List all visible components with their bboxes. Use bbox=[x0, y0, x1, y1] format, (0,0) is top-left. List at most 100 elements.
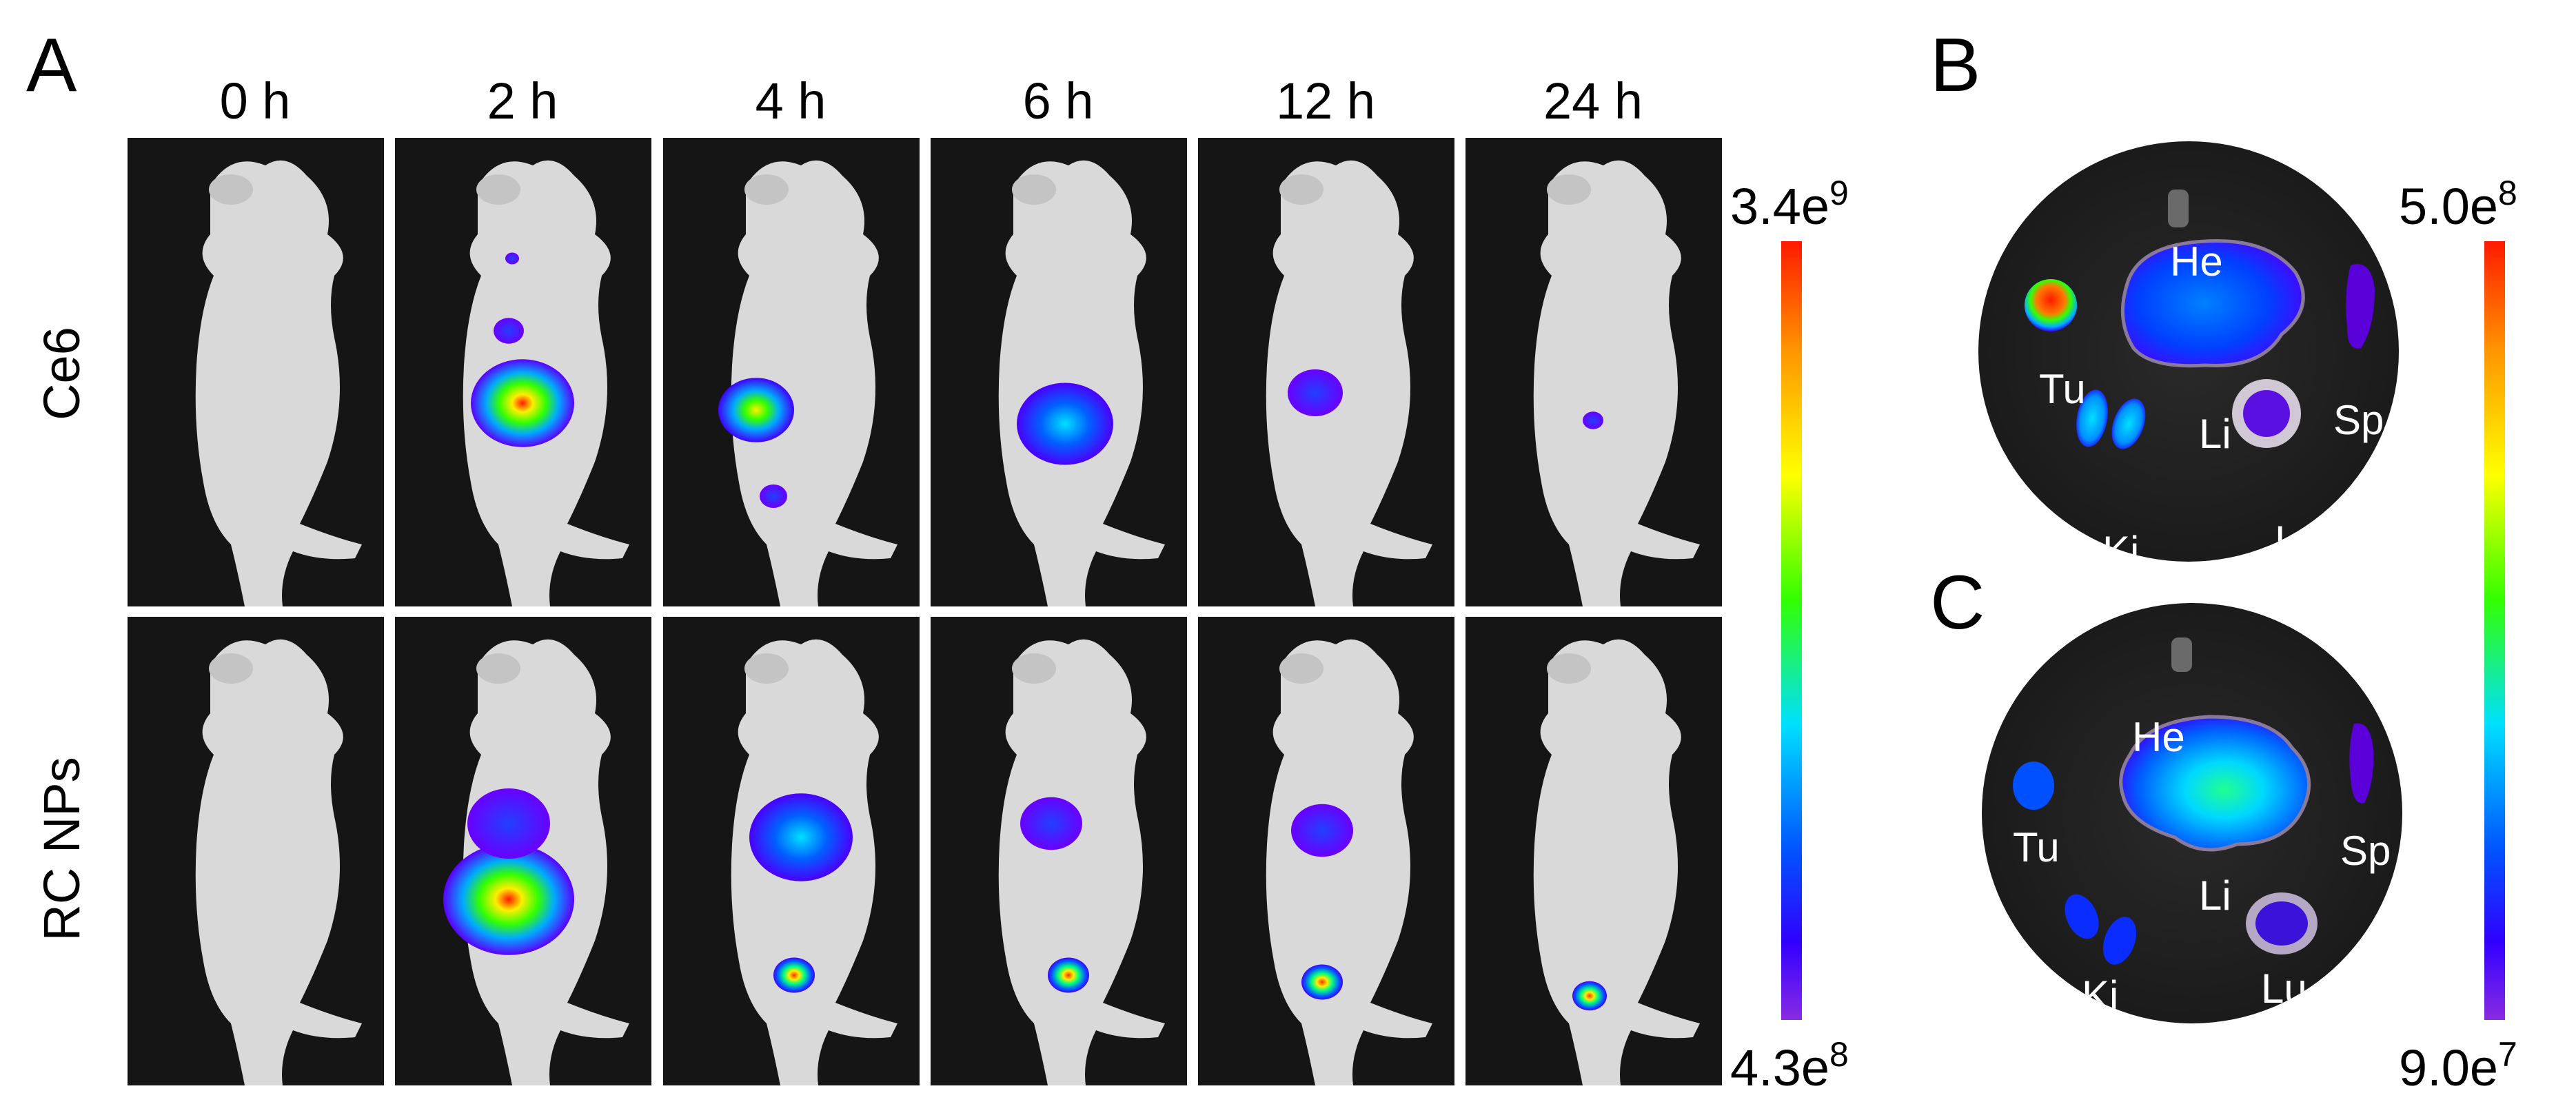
time-label-2h: 2 h bbox=[487, 72, 558, 130]
mouse-image-tile bbox=[931, 138, 1187, 606]
mouse-image-tile bbox=[1466, 138, 1722, 606]
mouse-image bbox=[1266, 160, 1432, 606]
organ-scale-min-mantissa: 9.0e bbox=[2399, 1039, 2499, 1096]
organ-scale-min: 9.0e7 bbox=[2399, 1037, 2517, 1094]
mouse-image-tile bbox=[395, 138, 651, 606]
fluorescence-signal bbox=[1048, 957, 1089, 993]
mouse-ear bbox=[1012, 174, 1056, 205]
fluorescence-signal bbox=[1288, 369, 1343, 416]
mouse-ear bbox=[1547, 653, 1591, 684]
kidney-signal-1 bbox=[2076, 389, 2108, 447]
lung-signal bbox=[2255, 901, 2308, 946]
mouse-ear bbox=[476, 174, 520, 205]
kidney-signal-1 bbox=[2065, 894, 2099, 939]
mouse-ear bbox=[1547, 174, 1591, 205]
mouse-ear bbox=[744, 653, 789, 684]
row-label-ce6: Ce6 bbox=[33, 327, 90, 420]
mouse-image-tile bbox=[395, 617, 651, 1085]
mouse-ear bbox=[1012, 653, 1056, 684]
organ-dish-c: He Tu Li Sp Ki Lu bbox=[1982, 603, 2402, 1023]
mouse-image-tile bbox=[663, 138, 920, 606]
marker bbox=[2171, 637, 2192, 672]
organ-color-scale bbox=[2484, 241, 2505, 1020]
organ-label-ki: Ki bbox=[2102, 528, 2140, 562]
lung-signal bbox=[2243, 390, 2290, 437]
spleen-signal bbox=[2346, 264, 2375, 349]
organ-label-he: He bbox=[2170, 238, 2223, 285]
mouse-image-tile bbox=[128, 138, 384, 606]
panel-a-scale-max-mantissa: 3.4e bbox=[1730, 178, 1830, 235]
tumor-signal bbox=[2025, 279, 2077, 331]
liver-signal bbox=[2119, 715, 2311, 852]
time-label-6h: 6 h bbox=[1022, 72, 1094, 130]
mouse-body bbox=[1266, 639, 1432, 1085]
mouse-image bbox=[998, 160, 1165, 606]
fluorescence-signal bbox=[505, 252, 519, 265]
panel-b-label: B bbox=[1930, 23, 1981, 108]
organ-scale-min-exponent: 7 bbox=[2498, 1035, 2517, 1074]
mouse-body bbox=[195, 160, 362, 606]
panel-a-scale-min: 4.3e8 bbox=[1730, 1037, 1849, 1094]
fluorescence-signal bbox=[760, 484, 787, 508]
organ-dish-b-image bbox=[2025, 190, 2375, 449]
organ-dish-b: He Tu Li Sp Ki Lu bbox=[1978, 141, 2399, 562]
organ-label-tu: Tu bbox=[2013, 824, 2060, 870]
mouse-image-tile bbox=[128, 617, 384, 1085]
mouse-image bbox=[195, 639, 362, 1085]
mouse-image bbox=[1533, 639, 1700, 1085]
time-label-4h: 4 h bbox=[755, 72, 826, 130]
mouse-image bbox=[443, 639, 629, 1085]
fluorescence-signal bbox=[494, 318, 524, 344]
mouse-body bbox=[998, 639, 1165, 1085]
fluorescence-signal bbox=[1301, 964, 1343, 1000]
mouse-body bbox=[998, 160, 1165, 606]
mouse-ear bbox=[744, 174, 789, 205]
organ-scale-max-exponent: 8 bbox=[2498, 174, 2517, 212]
kidney-signal-2 bbox=[2102, 917, 2137, 965]
panel-a-scale-min-mantissa: 4.3e bbox=[1730, 1039, 1830, 1096]
organ-label-sp: Sp bbox=[2333, 397, 2384, 443]
mouse-body bbox=[1266, 160, 1432, 606]
mouse-image-tile bbox=[1466, 617, 1722, 1085]
mouse-image bbox=[1533, 160, 1700, 606]
mouse-image-tile bbox=[1198, 617, 1454, 1085]
mouse-body bbox=[1533, 160, 1700, 606]
organ-label-li: Li bbox=[2199, 411, 2231, 457]
mouse-ear bbox=[209, 174, 253, 205]
organ-label-li: Li bbox=[2199, 872, 2231, 919]
panel-a-scale-max: 3.4e9 bbox=[1730, 176, 1849, 232]
time-label-12h: 12 h bbox=[1275, 72, 1376, 130]
tumor-signal bbox=[2013, 762, 2054, 810]
fluorescence-signal bbox=[471, 359, 574, 447]
fluorescence-signal bbox=[443, 844, 574, 955]
mouse-body bbox=[195, 639, 362, 1085]
panel-c-label: C bbox=[1930, 560, 1985, 645]
organ-label-lu: Lu bbox=[2261, 966, 2307, 1012]
fluorescence-signal bbox=[749, 793, 853, 881]
organ-label-lu: Lu bbox=[2275, 518, 2321, 562]
mouse-body bbox=[1533, 639, 1700, 1085]
mouse-image bbox=[195, 160, 362, 606]
panel-a-color-scale bbox=[1781, 241, 1802, 1020]
mouse-ear bbox=[1279, 174, 1324, 205]
fluorescence-signal bbox=[773, 957, 815, 993]
organ-scale-max-mantissa: 5.0e bbox=[2399, 178, 2499, 235]
time-label-0h: 0 h bbox=[219, 72, 291, 130]
organ-label-he: He bbox=[2132, 714, 2185, 760]
mouse-ear bbox=[1279, 653, 1324, 684]
organ-label-sp: Sp bbox=[2340, 828, 2391, 874]
mouse-image-tile bbox=[931, 617, 1187, 1085]
panel-a-scale-gradient bbox=[1781, 241, 1802, 1020]
time-label-24h: 24 h bbox=[1543, 72, 1643, 130]
mouse-image-tile bbox=[663, 617, 920, 1085]
marker bbox=[2168, 190, 2189, 227]
panel-a-scale-max-exponent: 9 bbox=[1829, 174, 1849, 212]
mouse-image bbox=[731, 639, 897, 1085]
kidney-signal-2 bbox=[2111, 398, 2146, 449]
organ-scale-gradient bbox=[2484, 241, 2505, 1020]
mouse-image bbox=[718, 160, 897, 606]
panel-a-label: A bbox=[26, 23, 77, 108]
organ-label-ki: Ki bbox=[2082, 972, 2119, 1019]
organ-dish-c-image bbox=[2013, 637, 2374, 965]
fluorescence-signal bbox=[1572, 981, 1607, 1011]
